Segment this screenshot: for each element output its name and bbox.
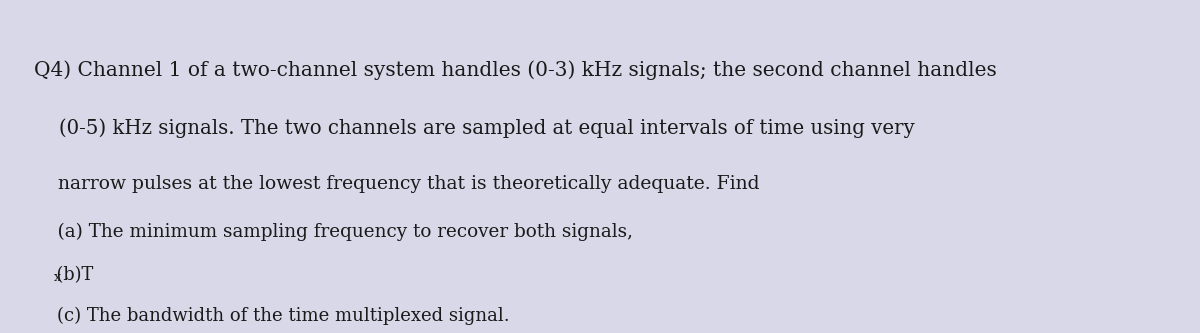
Text: x: x — [54, 271, 60, 284]
Text: Q4) Channel 1 of a two-channel system handles (0-3) kHz signals; the second chan: Q4) Channel 1 of a two-channel system ha… — [34, 60, 996, 80]
Text: (a) The minimum sampling frequency to recover both signals,: (a) The minimum sampling frequency to re… — [34, 223, 632, 241]
Text: narrow pulses at the lowest frequency that is theoretically adequate. Find: narrow pulses at the lowest frequency th… — [34, 175, 760, 193]
Text: (c) The bandwidth of the time multiplexed signal.: (c) The bandwidth of the time multiplexe… — [34, 307, 509, 325]
Text: (0-5) kHz signals. The two channels are sampled at equal intervals of time using: (0-5) kHz signals. The two channels are … — [34, 118, 914, 138]
Text: (b)T: (b)T — [34, 266, 92, 284]
